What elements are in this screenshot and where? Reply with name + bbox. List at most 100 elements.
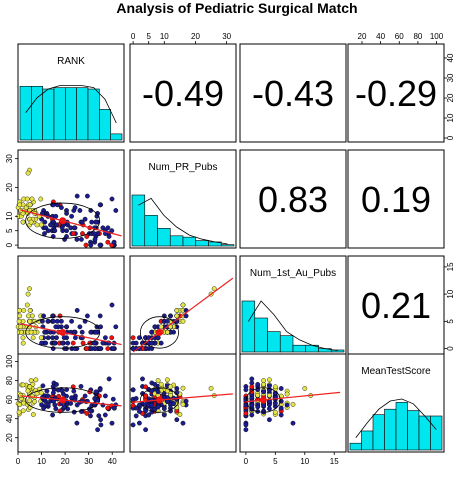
fit-line: [20, 323, 122, 346]
scatter-point: [17, 307, 22, 313]
tick-label-Num_PR_Pubs: 10: [160, 32, 169, 41]
variable-label-RANK: RANK: [57, 56, 85, 67]
scatter-point: [38, 390, 44, 396]
scatter-point: [171, 401, 177, 406]
tick-label-Num_1st_Au_Pubs: 15: [330, 457, 339, 466]
scatter-point: [149, 340, 155, 346]
scatter-point: [20, 382, 26, 388]
scatter-point: [110, 346, 116, 351]
scatter-point: [16, 409, 22, 415]
scatter-point: [27, 202, 33, 208]
scatter-panel-MeanTestScore-vs-Num_PR_Pubs: [130, 376, 233, 433]
scatter-point: [51, 390, 56, 396]
scatter-point: [55, 387, 61, 393]
tick-label-Num_1st_Au_Pubs: 0: [446, 346, 455, 351]
scatter-point: [92, 396, 98, 401]
scatter-point: [71, 225, 77, 231]
correlation-ellipse: [245, 387, 281, 413]
tick-label-RANK: 30: [84, 457, 93, 466]
scatter-point: [17, 202, 23, 208]
scatter-point: [68, 400, 74, 406]
scatter-point: [284, 402, 290, 408]
scatter-point: [77, 208, 83, 213]
scatter-point: [82, 393, 88, 399]
scatter-point: [17, 313, 23, 319]
histogram-bar-MeanTestScore-4: [395, 402, 408, 451]
scatter-point: [69, 213, 75, 219]
tick-label-MeanTestScore: 20: [5, 433, 14, 442]
scatter-point: [255, 381, 261, 387]
scatter-point: [130, 335, 136, 341]
scatter-point: [158, 324, 164, 330]
histogram-bar-Num_PR_Pubs-1: [144, 215, 158, 247]
scatter-point: [133, 396, 139, 401]
tick-label-Num_PR_Pubs: 20: [5, 182, 14, 191]
scatter-point: [45, 228, 51, 234]
histogram-bar-RANK-0: [19, 85, 32, 141]
scatter-point: [106, 234, 112, 239]
scatter-point: [106, 376, 112, 382]
scatter-point: [24, 302, 30, 308]
scatter-point: [74, 402, 80, 408]
histogram-bar-Num_1st_Au_Pubs-2: [267, 331, 281, 353]
correlation-ellipse: [25, 316, 101, 349]
scatter-point: [59, 318, 64, 324]
scatter-point: [79, 236, 84, 242]
scatter-point: [54, 335, 59, 341]
scatter-point: [59, 205, 64, 211]
scatter-point: [43, 340, 49, 346]
histogram-bar-Num_1st_Au_Pubs-1: [254, 317, 268, 353]
scatter-point: [64, 210, 70, 216]
scatter-point: [25, 313, 31, 319]
scatter-point: [88, 413, 93, 419]
scatter-point: [105, 405, 111, 411]
scatter-point: [55, 318, 60, 324]
scatter-point: [53, 324, 59, 330]
scatter-panel-MeanTestScore-vs-Num_1st_Au_Pubs: [243, 376, 341, 433]
scatter-point: [149, 402, 155, 408]
scatter-point: [71, 388, 77, 394]
scatter-point: [133, 405, 139, 411]
scatter-point: [113, 324, 119, 330]
tick-label-Num_1st_Au_Pubs: 5: [446, 319, 455, 324]
tick-label-Num_PR_Pubs: 0: [5, 242, 14, 247]
scatter-point: [40, 383, 46, 389]
tick-label-RANK: 10: [37, 457, 46, 466]
scatter-point: [27, 307, 33, 313]
histogram-bar-RANK-6: [87, 88, 100, 141]
density-curve-Num_PR_Pubs: [138, 197, 228, 245]
variable-label-Num_PR_Pubs: Num_PR_Pubs: [149, 162, 218, 173]
scatter-point: [261, 389, 266, 395]
scatter-point: [102, 412, 108, 418]
scatter-point: [98, 417, 104, 423]
histogram-bar-RANK-4: [65, 87, 77, 141]
scatter-point: [302, 385, 308, 391]
fit-line: [132, 277, 234, 353]
scatter-point: [174, 386, 180, 391]
scatter-point: [211, 286, 217, 292]
scatter-point: [60, 340, 66, 346]
scatter-point: [27, 318, 33, 324]
tick-label-MeanTestScore: 60: [5, 395, 14, 404]
histogram-bar-Num_1st_Au_Pubs-7: [330, 349, 345, 353]
histogram-bar-RANK-2: [42, 88, 55, 141]
histogram-bar-MeanTestScore-5: [407, 410, 420, 451]
scatter-point: [272, 384, 278, 390]
histogram-bar-Num_1st_Au_Pubs-0: [241, 300, 256, 353]
tick-label-MeanTestScore: 80: [5, 376, 14, 385]
panel-frame-3-1: [129, 353, 237, 453]
correlation-2-3: 0.21: [361, 285, 431, 326]
scatter-point: [45, 393, 51, 399]
scatter-point: [243, 427, 249, 433]
scatter-point: [183, 398, 189, 404]
correlation-0-2: -0.43: [252, 73, 334, 114]
scatter-point: [45, 402, 51, 407]
tick-label-Num_PR_Pubs: 30: [222, 32, 231, 41]
scatter-point: [24, 196, 30, 202]
scatter-point: [136, 420, 142, 426]
histogram-bar-Num_PR_Pubs-7: [220, 244, 235, 247]
scatter-point: [45, 318, 51, 324]
scatter-point: [50, 412, 55, 418]
scatter-point: [109, 420, 115, 426]
scatter-point: [32, 399, 38, 404]
